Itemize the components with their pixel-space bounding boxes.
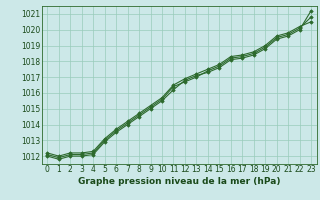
X-axis label: Graphe pression niveau de la mer (hPa): Graphe pression niveau de la mer (hPa)	[78, 177, 280, 186]
